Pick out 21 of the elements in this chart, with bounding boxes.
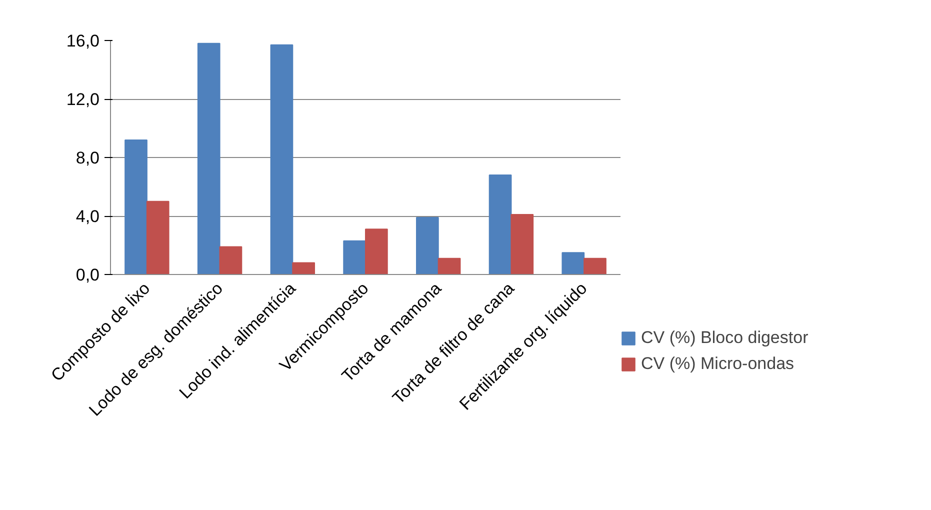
y-tick-label: 16,0 [66, 32, 100, 50]
bar [510, 214, 534, 274]
y-tick-label: 4,0 [76, 207, 100, 226]
bar [584, 258, 606, 274]
bar [219, 246, 242, 274]
bar [343, 240, 366, 274]
bar [124, 139, 148, 274]
bar [365, 228, 388, 274]
legend-label: CV (%) Bloco digestor [641, 328, 808, 348]
legend-label: CV (%) Micro-ondas [641, 354, 794, 374]
bar [292, 262, 315, 274]
y-tick-label: 12,0 [66, 90, 100, 109]
bar [146, 200, 170, 274]
y-tick-label: 8,0 [76, 148, 100, 168]
bar [562, 252, 585, 274]
bar [488, 174, 512, 274]
bar [270, 44, 294, 274]
y-tick-label: 0,0 [76, 266, 100, 284]
bar [197, 42, 220, 274]
bar [438, 258, 461, 274]
bar [416, 216, 439, 274]
